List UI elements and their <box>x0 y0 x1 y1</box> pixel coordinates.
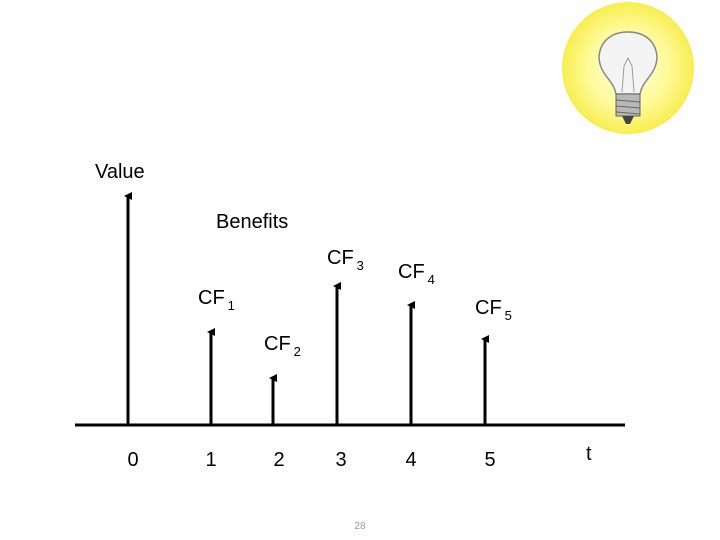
time-label: 3 <box>335 449 346 471</box>
x-axis-label: t <box>586 443 592 465</box>
cash-flow-name: CF <box>198 287 225 309</box>
cash-flow-arrows <box>207 282 489 425</box>
cash-flow-name: CF <box>475 297 502 319</box>
cash-flow-name: CF <box>398 261 425 283</box>
cash-flow-label: CF 2 <box>264 333 301 359</box>
cash-flow-subscript: 2 <box>294 344 301 359</box>
time-label: 1 <box>205 449 216 471</box>
bulb-icon <box>562 2 694 134</box>
time-label: 2 <box>273 449 284 471</box>
page-number: 28 <box>354 521 366 532</box>
cash-flow-name: CF <box>327 247 354 269</box>
cash-flow-label: CF 4 <box>398 261 435 287</box>
cash-flow-label: CF 5 <box>475 297 512 323</box>
cash-flow-name: CF <box>264 333 291 355</box>
cash-flow-subscript: 1 <box>228 298 235 313</box>
y-axis-label: Value <box>95 161 145 183</box>
cash-flow-label: CF 3 <box>327 247 364 273</box>
cash-flow-subscript: 4 <box>428 272 435 287</box>
time-label: 5 <box>484 449 495 471</box>
time-label: 4 <box>405 449 416 471</box>
cash-flow-subscript: 5 <box>505 308 512 323</box>
time-label: 0 <box>127 449 138 471</box>
cash-flow-label: CF 1 <box>198 287 235 313</box>
benefits-label: Benefits <box>216 211 288 233</box>
cash-flow-subscript: 3 <box>357 258 364 273</box>
